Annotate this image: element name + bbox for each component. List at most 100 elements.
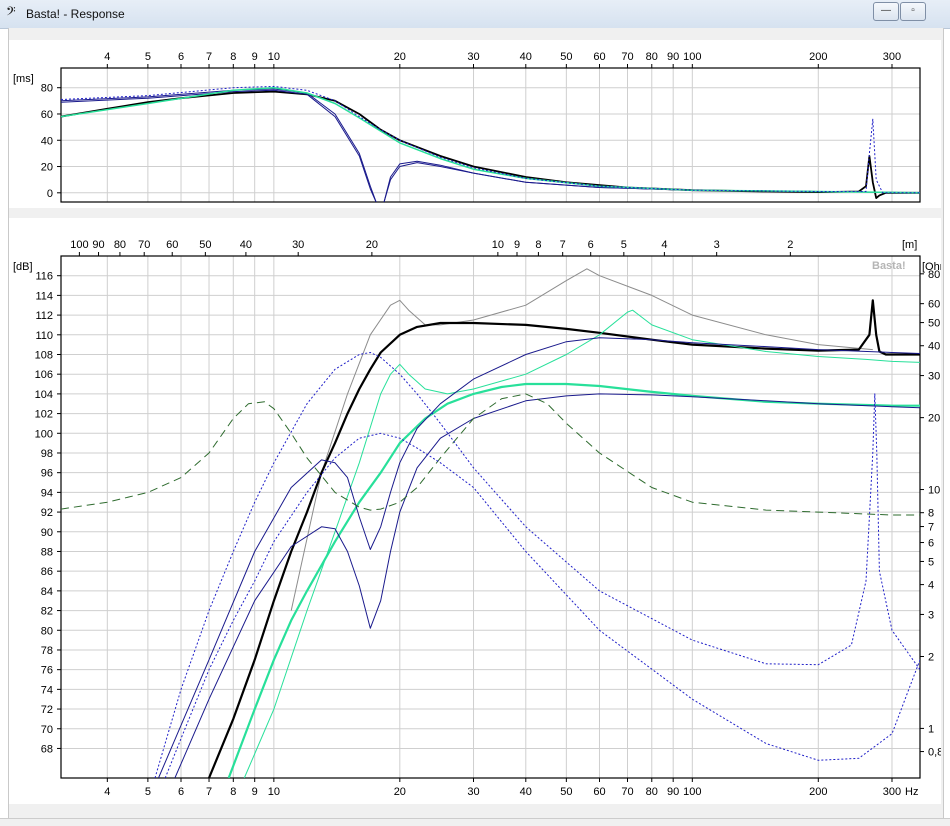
y-tick-label: 92	[41, 507, 53, 519]
x-axis-unit: Hz	[905, 786, 918, 798]
series-line-5-bluedot	[61, 85, 920, 194]
x-tick-label: 50	[560, 786, 572, 798]
series-line-2-navy	[61, 88, 920, 202]
series-line-5-navy	[158, 337, 920, 778]
y2-tick-label: 3	[928, 609, 934, 621]
top-tick-label: 6	[588, 239, 594, 251]
y2-tick-label: 1	[928, 723, 934, 735]
series-line-9-bluedot	[164, 432, 920, 778]
y-tick-label: 80	[41, 83, 53, 95]
x-tick-label: 7	[206, 786, 212, 798]
x-tick-label: 60	[593, 51, 605, 63]
y-tick-label: 40	[41, 135, 53, 147]
x-tick-label: 5	[145, 786, 151, 798]
y2-tick-label: 20	[928, 413, 940, 425]
x-tick-label: 70	[621, 786, 633, 798]
y-tick-label: 82	[41, 606, 53, 618]
plot-frame	[60, 255, 921, 779]
top-tick-label: 9	[514, 239, 520, 251]
frequency-response-chart: 6870727476788082848688909294969810010210…	[9, 218, 941, 804]
top-tick-label: 5	[621, 239, 627, 251]
y-tick-label: 90	[41, 527, 53, 539]
series-line-4-green	[227, 382, 920, 778]
title-bar: 𝄢 Basta! - Response — ▫	[0, 0, 950, 29]
y-tick-label: 80	[41, 625, 53, 637]
top-tick-label: 7	[560, 239, 566, 251]
group-delay-chart: 0 20 40 60 80 4 5 6 7 8 9 10 20 30 40 50 60 70 80 90 100 200 3…	[9, 40, 941, 208]
y2-tick-label: 4	[928, 580, 934, 592]
top-tick-label: 20	[366, 239, 378, 251]
x-tick-label: 20	[394, 51, 406, 63]
y-tick-label: 88	[41, 546, 53, 558]
series-line-8-bluedot	[154, 352, 920, 778]
y-tick-label: 0	[47, 188, 53, 200]
x-tick-label: 40	[520, 51, 532, 63]
y-tick-label: 94	[41, 487, 53, 499]
x-tick-label: 7	[206, 51, 212, 63]
x-tick-label: 300	[883, 786, 901, 798]
x-tick-label: 200	[809, 786, 827, 798]
x-tick-label: 10	[268, 786, 280, 798]
x-tick-label: 90	[667, 51, 679, 63]
x-tick-label: 30	[467, 786, 479, 798]
y-tick-label: 100	[35, 428, 53, 440]
y2-tick-label: 50	[928, 318, 940, 330]
x-tick-label: 60	[593, 786, 605, 798]
y-tick-label: 84	[41, 586, 53, 598]
y-tick-label: 68	[41, 743, 53, 755]
x-tick-label: 200	[809, 51, 827, 63]
x-tick-label: 9	[252, 786, 258, 798]
status-bar	[0, 818, 950, 826]
x-tick-label: 100	[683, 51, 701, 63]
y-tick-label: 70	[41, 724, 53, 736]
x-tick-label: 9	[252, 51, 258, 63]
x-tick-label: 50	[560, 51, 572, 63]
y-axis-label: [dB]	[13, 261, 33, 273]
top-tick-label: 90	[92, 239, 104, 251]
x-tick-label: 4	[104, 786, 110, 798]
y-tick-label: 78	[41, 645, 53, 657]
series-line-1-gray	[290, 268, 873, 611]
x-tick-label: 20	[394, 786, 406, 798]
top-tick-label: 2	[787, 239, 793, 251]
top-tick-label: 3	[714, 239, 720, 251]
top-tick-label: 70	[138, 239, 150, 251]
y2-tick-label: 7	[928, 522, 934, 534]
top-tick-label: 60	[166, 239, 178, 251]
y2-axis-label: [Ohm]	[922, 261, 941, 273]
x-tick-label: 80	[646, 51, 658, 63]
y2-tick-label: 40	[928, 341, 940, 353]
minimize-button[interactable]: —	[873, 2, 899, 21]
top-axis-label: [m]	[902, 239, 917, 251]
x-tick-label: 8	[230, 51, 236, 63]
y2-tick-label: 2	[928, 652, 934, 664]
top-tick-label: 4	[661, 239, 667, 251]
y-tick-label: 20	[41, 162, 53, 174]
top-tick-label: 10	[492, 239, 504, 251]
restore-button[interactable]: ▫	[900, 2, 926, 21]
bass-clef-icon: 𝄢	[6, 4, 16, 22]
x-tick-label: 300	[883, 51, 901, 63]
y-tick-label: 98	[41, 448, 53, 460]
y2-tick-label: 8	[928, 508, 934, 520]
y-tick-label: 86	[41, 566, 53, 578]
top-tick-label: 40	[240, 239, 252, 251]
y-tick-label: 110	[35, 330, 53, 342]
y-tick-label: 116	[35, 271, 53, 283]
y2-tick-label: 0,8	[928, 747, 941, 759]
y-tick-label: 108	[35, 349, 53, 361]
top-tick-label: 8	[535, 239, 541, 251]
y-tick-label: 104	[35, 389, 53, 401]
series-line-1-black	[61, 90, 920, 199]
x-tick-label: 30	[467, 51, 479, 63]
series-line-6-navy	[174, 393, 920, 778]
x-tick-label: 5	[145, 51, 151, 63]
x-tick-label: 4	[104, 51, 110, 63]
y2-tick-label: 30	[928, 371, 940, 383]
x-tick-label: 70	[621, 51, 633, 63]
top-tick-label: 30	[292, 239, 304, 251]
y-tick-label: 60	[41, 109, 53, 121]
top-tick-label: 50	[199, 239, 211, 251]
y-tick-label: 76	[41, 665, 53, 677]
series-line-3-green	[243, 309, 920, 778]
